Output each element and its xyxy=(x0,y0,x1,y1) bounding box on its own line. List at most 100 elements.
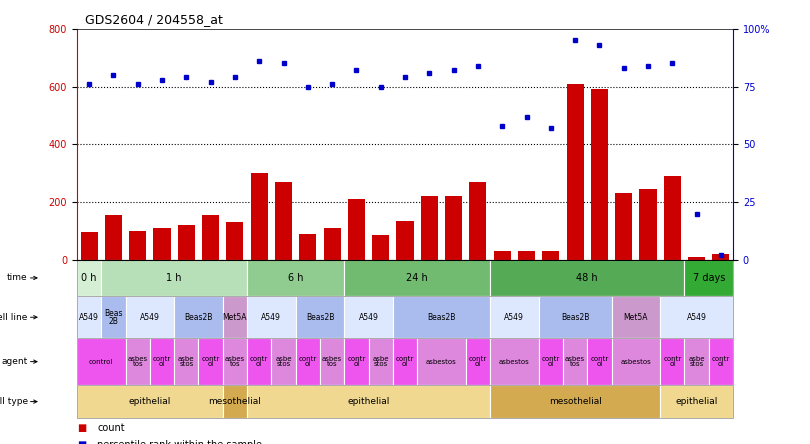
Bar xyxy=(101,296,126,338)
Bar xyxy=(393,338,417,385)
Bar xyxy=(470,182,487,260)
Text: Beas2B: Beas2B xyxy=(561,313,590,322)
Text: epithelial: epithelial xyxy=(129,397,171,406)
Text: asbes
tos: asbes tos xyxy=(128,356,147,367)
Bar xyxy=(713,254,729,260)
Bar xyxy=(539,338,563,385)
Text: epithelial: epithelial xyxy=(676,397,718,406)
Bar xyxy=(539,296,612,338)
Text: asbe
stos: asbe stos xyxy=(688,356,705,367)
Text: Met5A: Met5A xyxy=(223,313,247,322)
Bar xyxy=(612,338,660,385)
Bar xyxy=(223,385,247,418)
Bar xyxy=(493,251,510,260)
Bar xyxy=(77,385,223,418)
Text: A549: A549 xyxy=(140,313,160,322)
Text: asbes
tos: asbes tos xyxy=(322,356,342,367)
Bar xyxy=(178,225,194,260)
Bar xyxy=(320,338,344,385)
Text: contr
ol: contr ol xyxy=(347,356,365,367)
Bar xyxy=(590,89,608,260)
Bar xyxy=(198,338,223,385)
Text: contr
ol: contr ol xyxy=(712,356,730,367)
Text: percentile rank within the sample: percentile rank within the sample xyxy=(97,440,262,444)
Text: asbestos: asbestos xyxy=(620,359,651,365)
Text: asbes
tos: asbes tos xyxy=(225,356,245,367)
Text: Beas2B: Beas2B xyxy=(184,313,213,322)
Bar xyxy=(126,338,150,385)
Bar xyxy=(490,385,660,418)
Text: A549: A549 xyxy=(687,313,706,322)
Text: A549: A549 xyxy=(359,313,378,322)
Text: asbe
stos: asbe stos xyxy=(178,356,194,367)
Text: contr
ol: contr ol xyxy=(663,356,681,367)
Text: cell line: cell line xyxy=(0,313,28,322)
Text: Beas2B: Beas2B xyxy=(305,313,335,322)
Bar xyxy=(296,296,344,338)
Bar xyxy=(490,338,539,385)
Bar xyxy=(251,173,268,260)
Bar xyxy=(688,257,705,260)
Bar xyxy=(660,338,684,385)
Bar xyxy=(421,196,437,260)
Text: asbes
tos: asbes tos xyxy=(565,356,585,367)
Text: agent: agent xyxy=(2,357,28,366)
Bar xyxy=(77,260,101,296)
Bar xyxy=(466,338,490,385)
Bar xyxy=(300,234,316,260)
Bar xyxy=(247,338,271,385)
Bar xyxy=(247,385,490,418)
Text: contr
ol: contr ol xyxy=(299,356,317,367)
Bar xyxy=(247,296,296,338)
Bar xyxy=(348,199,364,260)
Text: time: time xyxy=(7,274,28,282)
Bar xyxy=(684,338,709,385)
Text: asbestos: asbestos xyxy=(499,359,530,365)
Text: 1 h: 1 h xyxy=(166,273,182,283)
Text: control: control xyxy=(89,359,113,365)
Text: asbe
stos: asbe stos xyxy=(275,356,292,367)
Bar xyxy=(247,260,344,296)
Bar xyxy=(223,296,247,338)
Bar xyxy=(344,296,393,338)
Text: A549: A549 xyxy=(505,313,524,322)
Text: contr
ol: contr ol xyxy=(590,356,608,367)
Bar xyxy=(684,260,733,296)
Bar xyxy=(397,221,414,260)
Bar xyxy=(344,260,490,296)
Text: Met5A: Met5A xyxy=(624,313,648,322)
Text: Beas
2B: Beas 2B xyxy=(104,309,122,326)
Bar xyxy=(543,251,559,260)
Text: 6 h: 6 h xyxy=(288,273,304,283)
Text: count: count xyxy=(97,423,125,433)
Bar xyxy=(174,296,223,338)
Bar xyxy=(129,231,146,260)
Bar xyxy=(101,260,247,296)
Bar xyxy=(446,196,462,260)
Text: Beas2B: Beas2B xyxy=(427,313,456,322)
Text: contr
ol: contr ol xyxy=(469,356,487,367)
Text: 24 h: 24 h xyxy=(407,273,428,283)
Text: asbe
stos: asbe stos xyxy=(373,356,389,367)
Bar xyxy=(126,296,174,338)
Bar xyxy=(77,296,101,338)
Bar xyxy=(660,385,733,418)
Bar xyxy=(709,338,733,385)
Bar xyxy=(105,215,122,260)
Bar xyxy=(324,228,341,260)
Text: 48 h: 48 h xyxy=(577,273,598,283)
Text: A549: A549 xyxy=(79,313,99,322)
Text: mesothelial: mesothelial xyxy=(548,397,602,406)
Bar xyxy=(663,176,680,260)
Text: contr
ol: contr ol xyxy=(153,356,171,367)
Bar xyxy=(81,232,98,260)
Bar xyxy=(563,338,587,385)
Text: GDS2604 / 204558_at: GDS2604 / 204558_at xyxy=(85,13,223,26)
Bar xyxy=(567,83,583,260)
Bar xyxy=(417,338,466,385)
Bar xyxy=(373,235,390,260)
Bar xyxy=(490,260,684,296)
Bar xyxy=(77,338,126,385)
Bar xyxy=(227,222,244,260)
Text: contr
ol: contr ol xyxy=(202,356,220,367)
